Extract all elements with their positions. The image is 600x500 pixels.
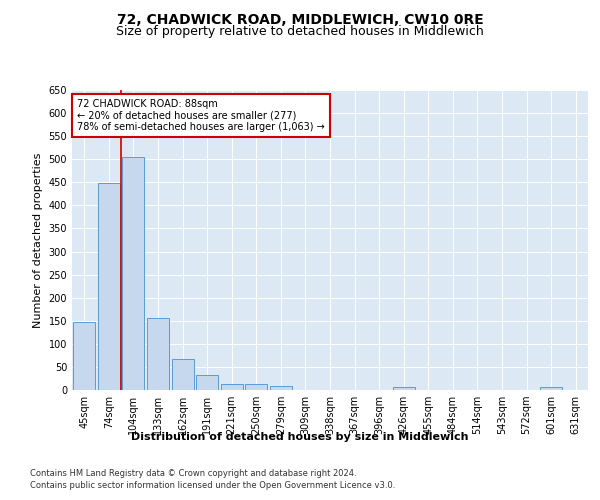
Text: 72, CHADWICK ROAD, MIDDLEWICH, CW10 0RE: 72, CHADWICK ROAD, MIDDLEWICH, CW10 0RE — [116, 12, 484, 26]
Text: Contains HM Land Registry data © Crown copyright and database right 2024.: Contains HM Land Registry data © Crown c… — [30, 468, 356, 477]
Bar — [172, 359, 194, 390]
Bar — [270, 386, 292, 390]
Bar — [221, 384, 243, 390]
Bar — [122, 157, 145, 390]
Bar — [98, 183, 120, 390]
Bar — [196, 375, 218, 390]
Bar — [147, 318, 169, 390]
Bar — [73, 322, 95, 390]
Y-axis label: Number of detached properties: Number of detached properties — [33, 152, 43, 328]
Bar — [392, 387, 415, 390]
Text: Contains public sector information licensed under the Open Government Licence v3: Contains public sector information licen… — [30, 481, 395, 490]
Text: Size of property relative to detached houses in Middlewich: Size of property relative to detached ho… — [116, 25, 484, 38]
Text: Distribution of detached houses by size in Middlewich: Distribution of detached houses by size … — [131, 432, 469, 442]
Bar — [540, 387, 562, 390]
Text: 72 CHADWICK ROAD: 88sqm
← 20% of detached houses are smaller (277)
78% of semi-d: 72 CHADWICK ROAD: 88sqm ← 20% of detache… — [77, 99, 325, 132]
Bar — [245, 384, 268, 390]
